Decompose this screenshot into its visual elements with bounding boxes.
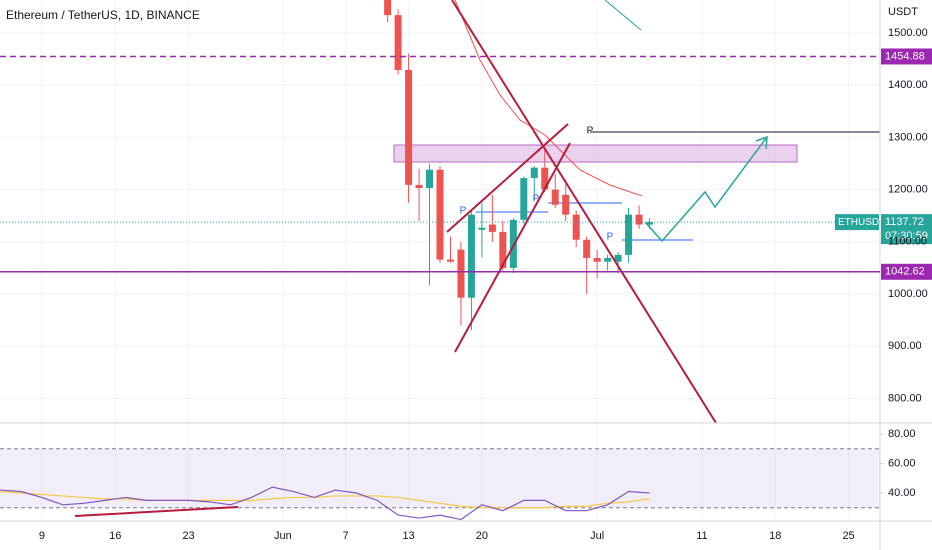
candle-body: [405, 69, 413, 185]
candle-body: [604, 258, 612, 262]
x-tick-label: 25: [842, 530, 854, 542]
x-tick-label: 13: [402, 530, 414, 542]
projection-arrow: [644, 136, 768, 243]
pivot-label: P: [587, 126, 594, 137]
currency: USDT: [888, 6, 918, 18]
grid: [0, 0, 884, 521]
candle-body: [635, 214, 643, 225]
candle-body: [436, 169, 444, 260]
chart-title: Ethereum / TetherUS, 1D, BINANCE: [6, 8, 200, 22]
candle-body: [446, 259, 454, 262]
y-tick-label: 1500.00: [888, 27, 928, 39]
pivot-label: P: [460, 206, 467, 217]
x-tick-label: 18: [769, 530, 781, 542]
y-tick-label: 800.00: [888, 392, 922, 404]
candles: [384, 0, 654, 331]
pivot-label: P: [607, 232, 614, 243]
candle-body: [478, 227, 486, 230]
symbol-box: [835, 214, 879, 231]
y-tick-label: 1400.00: [888, 79, 928, 91]
x-tick-label: 9: [39, 530, 45, 542]
candle-body: [384, 0, 392, 16]
y-tick-label: 1200.00: [888, 183, 928, 195]
rsi-band: [0, 448, 880, 508]
candle-body: [499, 231, 507, 268]
x-tick-label: 20: [476, 530, 488, 542]
candle-body: [593, 258, 601, 262]
x-tick-label: 23: [182, 530, 194, 542]
last-price-label: 1137.72: [885, 216, 924, 228]
candle-body: [520, 178, 528, 220]
rsi-tick-label: 80.00: [888, 428, 916, 440]
x-tick-label: Jun: [274, 530, 292, 542]
y-tick-label: 1100.00: [888, 236, 927, 248]
trend-line: [446, 123, 569, 233]
last-price-box: [881, 214, 932, 245]
rsi-tick-label: 60.00: [888, 457, 916, 469]
y-tick-label: 1300.00: [888, 131, 928, 143]
level-label-box: [881, 263, 932, 280]
candle-body: [551, 189, 559, 205]
candle-body: [488, 224, 496, 232]
moving-average: [454, 0, 643, 197]
trend-line: [454, 142, 571, 353]
candle-body: [562, 194, 570, 215]
candle-body: [467, 214, 475, 298]
candle-body: [457, 249, 465, 298]
rsi-line: [0, 486, 650, 521]
countdown-label: 07:30:59: [885, 230, 928, 242]
trend-line: [451, 0, 717, 424]
candle-body: [614, 254, 622, 262]
candle-body: [394, 15, 402, 70]
symbol-label: ETHUSDT: [838, 217, 885, 228]
pivot-label: P: [533, 194, 540, 205]
rsi-ma: [0, 490, 650, 509]
candle-body: [530, 167, 538, 179]
x-tick-label: 16: [109, 530, 121, 542]
candle-body: [572, 214, 580, 240]
y-tick-label: 900.00: [888, 340, 922, 352]
x-tick-label: Jul: [590, 530, 604, 542]
rsi-trend-line: [74, 506, 239, 517]
zone: [393, 144, 798, 163]
candle-body: [426, 169, 434, 189]
x-tick-label: 7: [343, 530, 349, 542]
rsi-tick-label: 40.00: [888, 487, 916, 499]
candle-body: [625, 214, 633, 255]
candle-body: [415, 184, 423, 189]
moving-average: [604, 0, 642, 31]
level-label: 1042.62: [885, 266, 925, 278]
level-label: 1454.88: [885, 50, 925, 62]
level-label-box: [881, 48, 932, 65]
candle-body: [583, 239, 591, 259]
x-tick-label: 11: [696, 530, 707, 542]
candle-body: [646, 222, 654, 225]
arrow-head: [755, 135, 768, 150]
y-tick-label: 1000.00: [888, 288, 928, 300]
candle-body: [509, 219, 517, 268]
candle-body: [541, 167, 549, 190]
overlay: 1454.88 1042.62 ETHUSDT 1137.72 07:30:59 P P P P: [0, 48, 932, 280]
